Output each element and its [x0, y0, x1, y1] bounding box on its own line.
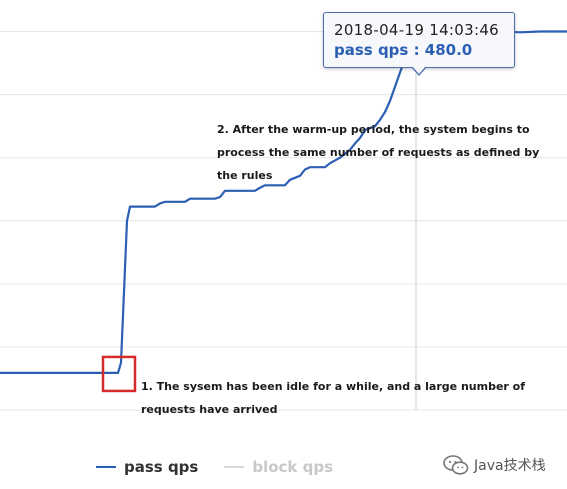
highlight-box-burst-start: [101, 355, 137, 393]
tooltip-value: pass qps : 480.0: [334, 41, 473, 59]
tooltip-pointer-fill: [412, 66, 426, 74]
grid-lines: [0, 31, 567, 411]
series-line-pass-qps: [0, 30, 567, 374]
watermark-text: Java技术栈: [474, 458, 546, 474]
legend-label-block-qps: block qps: [252, 458, 334, 476]
chart-legend: pass qps block qps: [96, 456, 333, 478]
legend-label-pass-qps: pass qps: [124, 458, 199, 476]
legend-swatch-pass-qps: [96, 466, 116, 468]
legend-swatch-block-qps: [224, 466, 245, 468]
tooltip-time: 2018-04-19 14:03:46: [334, 21, 500, 39]
annotation-burst-start: 1. The sysem has been idle for a while, …: [141, 380, 525, 416]
legend-item-pass-qps[interactable]: pass qps: [96, 458, 198, 476]
legend-item-block-qps[interactable]: block qps: [224, 458, 333, 476]
tooltip: 2018-04-19 14:03:46 pass qps : 480.0: [323, 12, 515, 68]
watermark: Java技术栈: [442, 452, 546, 478]
annotation-warmup-end: 2. After the warm-up period, the system …: [217, 123, 540, 182]
wechat-icon: [443, 455, 469, 475]
